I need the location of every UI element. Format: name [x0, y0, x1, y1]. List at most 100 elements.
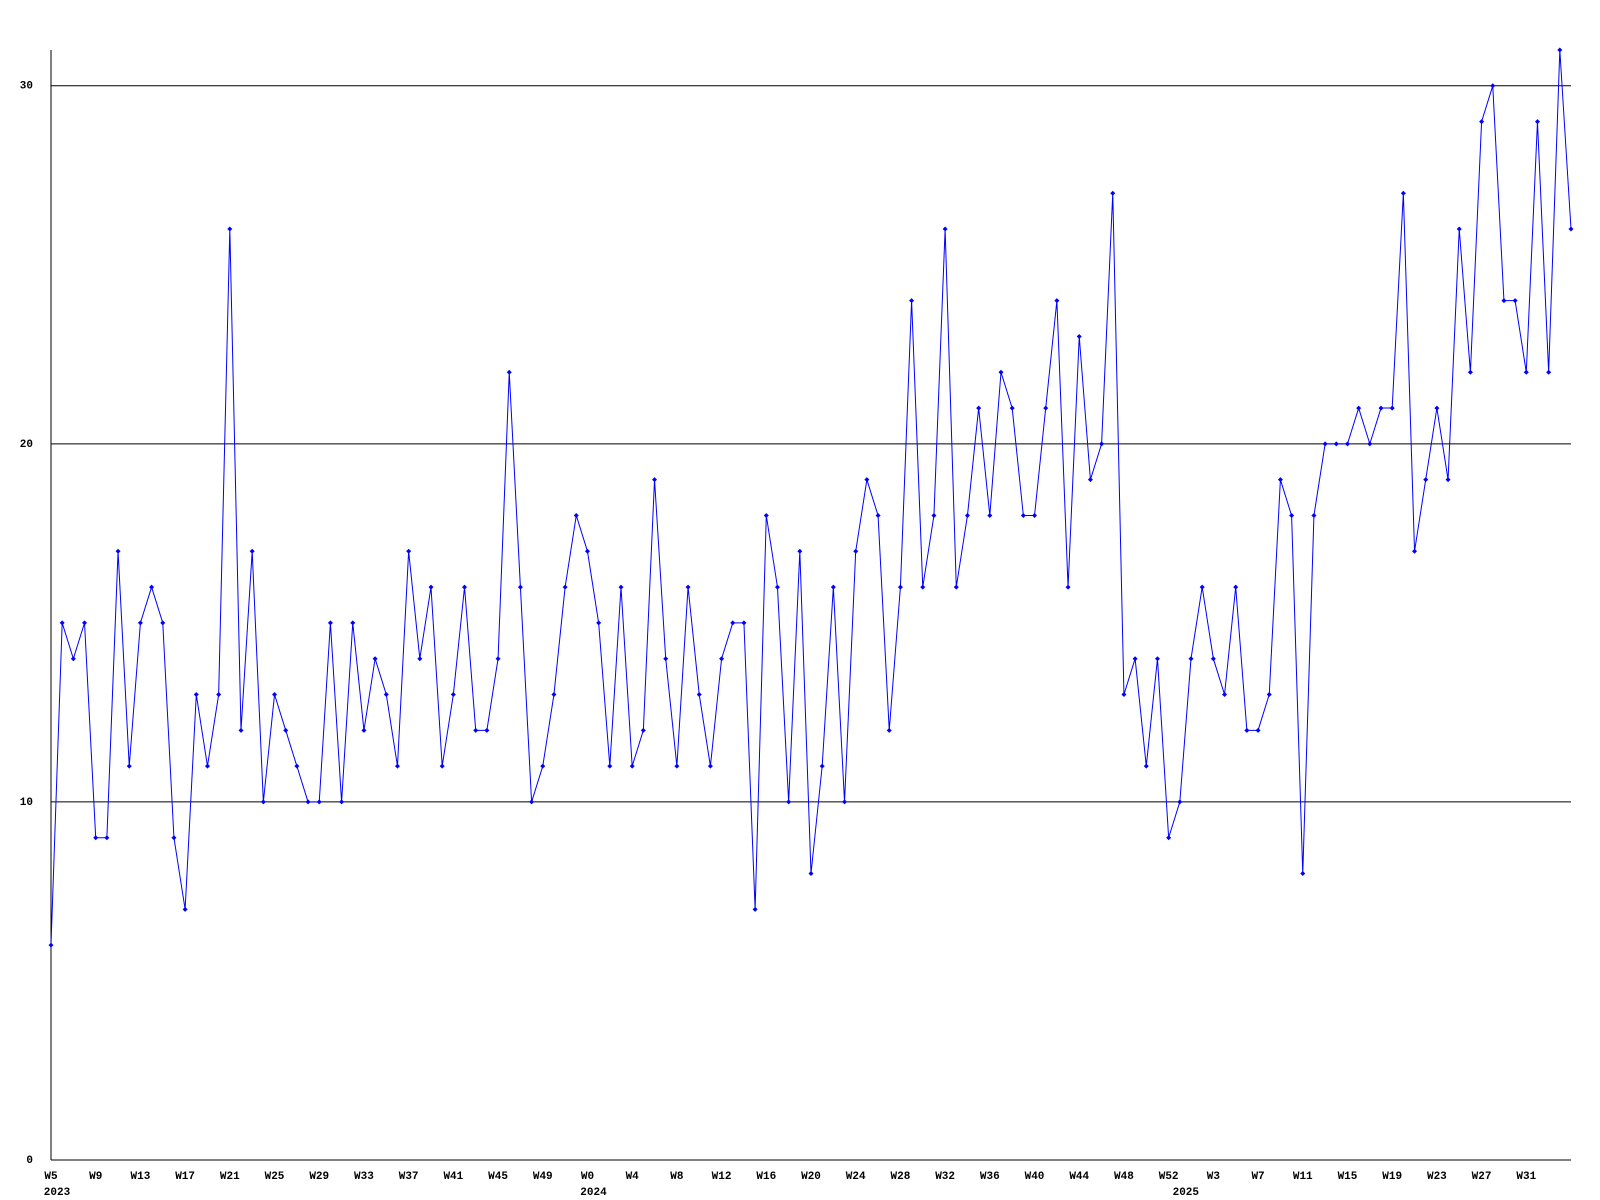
data-point — [249, 548, 255, 554]
data-point — [596, 620, 602, 626]
data-point — [1054, 298, 1060, 304]
data-point — [1311, 512, 1317, 518]
data-point — [964, 512, 970, 518]
y-tick-label: 10 — [20, 797, 33, 809]
data-point — [417, 656, 423, 662]
data-point — [987, 512, 993, 518]
x-tick-label: W41 — [443, 1171, 463, 1183]
data-point — [59, 620, 65, 626]
data-point — [1233, 584, 1239, 590]
x-tick-label: W12 — [712, 1171, 732, 1183]
data-point — [629, 763, 635, 769]
x-tick-label: W25 — [265, 1171, 285, 1183]
x-tick-label: W17 — [175, 1171, 195, 1183]
data-point — [339, 799, 345, 805]
data-line — [50, 49, 1572, 946]
data-point — [741, 620, 747, 626]
data-point — [216, 692, 222, 698]
data-point — [830, 584, 836, 590]
x-tick-label: W28 — [891, 1171, 911, 1183]
data-point — [1277, 477, 1283, 483]
data-point — [484, 727, 490, 733]
data-point — [663, 656, 669, 662]
data-point — [1009, 405, 1015, 411]
data-point — [1266, 692, 1272, 698]
data-point — [763, 512, 769, 518]
data-point — [394, 763, 400, 769]
data-point — [327, 620, 333, 626]
data-point — [227, 226, 233, 232]
data-point — [1389, 405, 1395, 411]
data-point — [640, 727, 646, 733]
x-year-label: 2023 — [44, 1187, 71, 1199]
x-year-label: 2024 — [580, 1187, 607, 1199]
x-tick-label: W31 — [1516, 1171, 1536, 1183]
data-point — [652, 477, 658, 483]
data-point — [283, 727, 289, 733]
data-point — [976, 405, 982, 411]
data-point — [808, 871, 814, 877]
data-point — [998, 369, 1004, 375]
data-point — [70, 656, 76, 662]
data-point — [495, 656, 501, 662]
x-tick-label: W9 — [89, 1171, 102, 1183]
data-point — [1344, 441, 1350, 447]
data-point — [1490, 83, 1496, 89]
data-point — [1378, 405, 1384, 411]
data-point — [182, 906, 188, 912]
data-point — [462, 584, 468, 590]
data-point — [1568, 226, 1574, 232]
x-tick-label: W52 — [1159, 1171, 1179, 1183]
data-point — [1154, 656, 1160, 662]
data-point — [1244, 727, 1250, 733]
data-point — [1110, 190, 1116, 196]
data-point — [93, 835, 99, 841]
data-point — [1255, 727, 1261, 733]
data-point — [506, 369, 512, 375]
data-point — [305, 799, 311, 805]
data-point — [1043, 405, 1049, 411]
data-point — [1512, 298, 1518, 304]
data-point — [707, 763, 713, 769]
data-point — [1456, 226, 1462, 232]
data-point — [193, 692, 199, 698]
data-point — [238, 727, 244, 733]
data-point — [137, 620, 143, 626]
data-point — [864, 477, 870, 483]
data-point — [1087, 477, 1093, 483]
data-point — [842, 799, 848, 805]
data-point — [383, 692, 389, 698]
data-point — [1523, 369, 1529, 375]
x-tick-label: W3 — [1207, 1171, 1221, 1183]
x-tick-label: W0 — [581, 1171, 594, 1183]
data-point — [104, 835, 110, 841]
data-point — [1132, 656, 1138, 662]
x-tick-label: W7 — [1251, 1171, 1264, 1183]
data-point — [517, 584, 523, 590]
data-point — [618, 584, 624, 590]
x-tick-label: W32 — [935, 1171, 955, 1183]
data-point — [1300, 871, 1306, 877]
data-point — [1199, 584, 1205, 590]
data-point — [607, 763, 613, 769]
x-tick-label: W19 — [1382, 1171, 1402, 1183]
data-point — [551, 692, 557, 698]
data-point — [115, 548, 121, 554]
data-point — [1032, 512, 1038, 518]
data-point — [1188, 656, 1194, 662]
data-point — [1222, 692, 1228, 698]
data-point — [886, 727, 892, 733]
x-tick-label: W40 — [1025, 1171, 1045, 1183]
x-tick-label: W24 — [846, 1171, 866, 1183]
data-point — [685, 584, 691, 590]
data-point — [48, 942, 54, 948]
data-point — [361, 727, 367, 733]
x-tick-label: W27 — [1472, 1171, 1492, 1183]
data-point — [1166, 835, 1172, 841]
data-point — [1333, 441, 1339, 447]
data-point — [1076, 333, 1082, 339]
data-point — [428, 584, 434, 590]
data-point — [1445, 477, 1451, 483]
data-point — [819, 763, 825, 769]
